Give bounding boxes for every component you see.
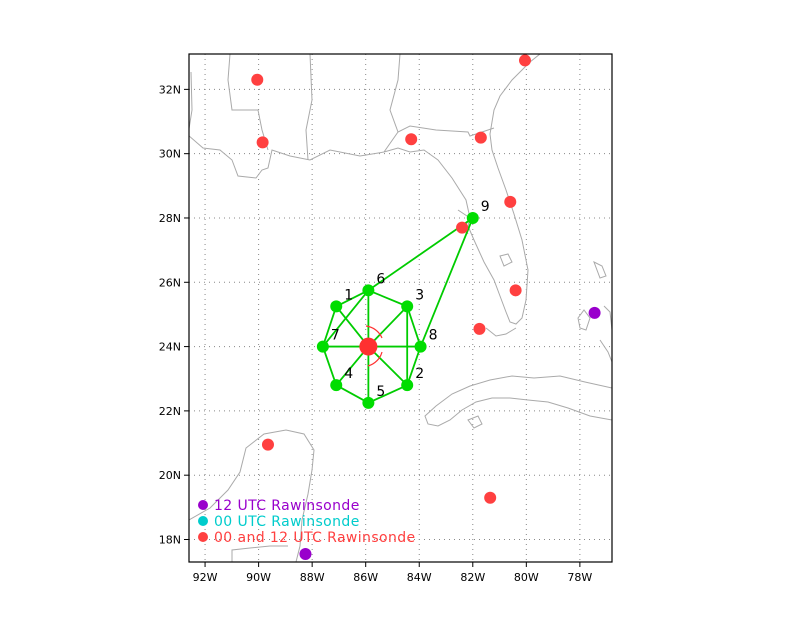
y-tick-label: 18N xyxy=(159,533,181,546)
station-label: 4 xyxy=(344,366,353,382)
flight-leg xyxy=(322,346,338,386)
rawinsonde-site xyxy=(405,133,418,146)
x-tick-label: 92W xyxy=(193,571,218,584)
rawinsonde-site xyxy=(504,195,517,208)
storm-center-arc-south xyxy=(367,351,383,367)
dropsonde-station xyxy=(466,211,479,224)
rawinsonde-site xyxy=(484,491,497,504)
y-tick-label: 24N xyxy=(159,341,181,354)
legend-label: 00 and 12 UTC Rawinsonde xyxy=(214,530,416,546)
state-border-upper xyxy=(389,54,401,133)
cuba-coastline xyxy=(424,375,612,427)
x-tick-label: 78W xyxy=(567,571,592,584)
flight-leg xyxy=(419,217,474,347)
legend-marker xyxy=(198,532,208,542)
x-tick-label: 88W xyxy=(300,571,325,584)
flight-leg xyxy=(368,384,408,404)
station-label: 7 xyxy=(331,328,340,344)
florida-keys xyxy=(485,327,517,337)
lake-okeechobee xyxy=(499,253,513,267)
flight-leg xyxy=(368,289,408,308)
rawinsonde-site xyxy=(261,438,274,451)
map-area: 1 2 3 4 5 6 7 8 9 xyxy=(189,54,612,562)
station-label: 6 xyxy=(376,271,385,287)
storm-center-arcs xyxy=(365,325,383,367)
station-label: 1 xyxy=(344,287,353,303)
coastlines xyxy=(189,54,612,562)
flight-leg xyxy=(367,305,408,348)
gulf-coast-coastline xyxy=(189,54,541,325)
storm-center-arc-north xyxy=(365,325,383,339)
station-label: 9 xyxy=(481,199,490,215)
map-frame xyxy=(188,53,613,563)
station-label: 8 xyxy=(429,328,438,344)
legend-label: 00 UTC Rawinsonde xyxy=(214,514,360,530)
rawinsonde-site xyxy=(251,73,264,86)
x-tick-label: 82W xyxy=(460,571,485,584)
storm-center-marker xyxy=(359,337,378,356)
bahamas-andros xyxy=(577,309,591,331)
flight-leg xyxy=(406,346,422,386)
border-mexico-belize xyxy=(231,545,288,562)
stations: 1 2 3 4 5 6 7 8 9 xyxy=(316,199,490,409)
legend-label: 12 UTC Rawinsonde xyxy=(214,498,360,514)
dropsonde-station xyxy=(414,340,427,353)
flight-leg xyxy=(335,384,369,404)
rawinsonde-site xyxy=(588,306,601,319)
flight-leg xyxy=(322,289,370,348)
rawinsonde-site xyxy=(299,547,312,560)
legend-marker xyxy=(198,500,208,510)
rawinsonde-site xyxy=(518,54,531,67)
dropsonde-station xyxy=(362,284,375,297)
dropsonde-station xyxy=(401,379,414,392)
y-tick-label: 28N xyxy=(159,212,181,225)
x-tick-label: 90W xyxy=(246,571,271,584)
state-border-la-ms xyxy=(227,54,269,151)
yucatan-coastline xyxy=(189,429,315,562)
station-label: 2 xyxy=(415,366,424,382)
rawinsonde-site xyxy=(473,322,486,335)
dropsonde-station xyxy=(401,300,414,313)
bahamas-eleuthera xyxy=(603,305,612,331)
y-tick-label: 30N xyxy=(159,148,181,161)
legend-marker xyxy=(198,516,208,526)
rawinsonde-site xyxy=(509,284,522,297)
dropsonde-station xyxy=(316,340,329,353)
bahamas-great-abaco xyxy=(593,260,607,279)
flight-leg xyxy=(406,306,422,347)
state-border-ms-al xyxy=(305,54,313,161)
grid-lines xyxy=(189,54,612,562)
y-tick-label: 20N xyxy=(159,469,181,482)
flight-leg xyxy=(322,306,338,347)
y-tick-label: 26N xyxy=(159,276,181,289)
x-tick-label: 80W xyxy=(514,571,539,584)
axis-ticks: 92W 90W 88W 86W 84W 82W 80W 78W 18N 20N 22N 24N 26N 2… xyxy=(159,83,593,584)
rawinsonde-sites xyxy=(251,54,601,560)
x-tick-label: 86W xyxy=(353,571,378,584)
dropsonde-station xyxy=(330,379,343,392)
dropsonde-station xyxy=(362,396,375,409)
flight-leg xyxy=(367,345,408,386)
rawinsonde-site xyxy=(256,136,269,149)
x-tick-label: 84W xyxy=(407,571,432,584)
y-tick-label: 22N xyxy=(159,405,181,418)
station-label: 5 xyxy=(376,384,385,400)
rawinsonde-site xyxy=(456,221,469,234)
dropsonde-station xyxy=(330,300,343,313)
flight-leg xyxy=(367,217,474,292)
rawinsonde-site xyxy=(474,131,487,144)
y-tick-label: 32N xyxy=(159,83,181,96)
bahamas-exuma xyxy=(599,339,612,363)
isle-of-youth xyxy=(467,415,483,429)
station-label: 3 xyxy=(415,287,424,303)
